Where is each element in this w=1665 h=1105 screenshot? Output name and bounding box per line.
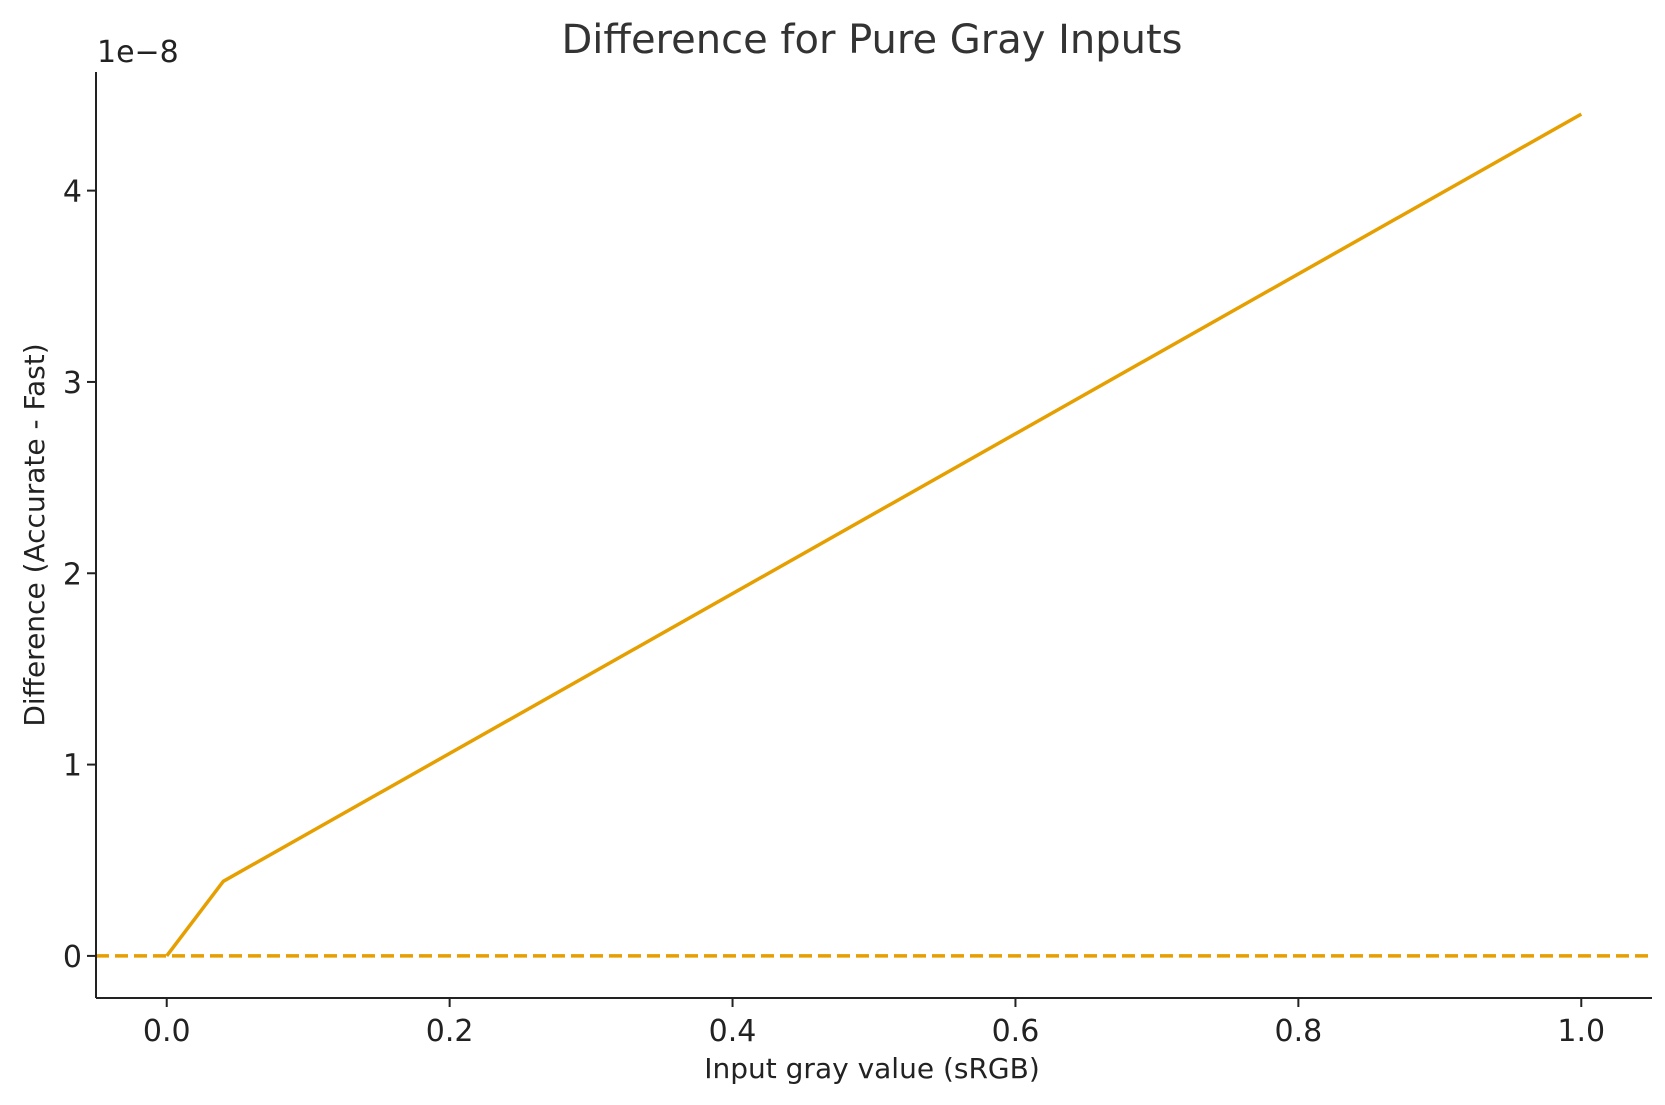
x-axis-label: Input gray value (sRGB) xyxy=(704,1052,1040,1085)
chart-title: Difference for Pure Gray Inputs xyxy=(561,17,1182,63)
y-tick-label: 1 xyxy=(63,749,82,784)
y-axis-label: Difference (Accurate - Fast) xyxy=(18,343,51,726)
x-tick-label: 0.8 xyxy=(1275,1014,1323,1049)
x-tick-label: 0.2 xyxy=(426,1014,474,1049)
x-tick-label: 0.6 xyxy=(992,1014,1040,1049)
y-axis-ticks: 0 1 2 3 4 xyxy=(63,175,96,975)
x-axis-ticks: 0.0 0.2 0.4 0.6 0.8 1.0 xyxy=(143,998,1605,1049)
y-offset-label: 1e−8 xyxy=(97,35,179,70)
y-tick-label: 4 xyxy=(63,175,82,210)
x-tick-label: 0.4 xyxy=(709,1014,757,1049)
series-layer xyxy=(165,112,1583,957)
difference-series-line xyxy=(165,112,1583,957)
y-tick-label: 3 xyxy=(63,366,82,401)
y-tick-label: 2 xyxy=(63,557,82,592)
x-tick-label: 1.0 xyxy=(1557,1014,1605,1049)
x-tick-label: 0.0 xyxy=(143,1014,191,1049)
y-tick-label: 0 xyxy=(63,940,82,975)
